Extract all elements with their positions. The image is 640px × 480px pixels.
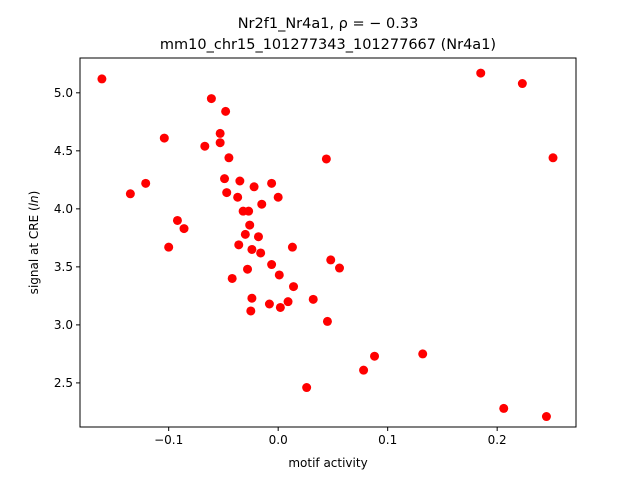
chart-title-line1: Nr2f1_Nr4a1, ρ = − 0.33 [238, 16, 419, 32]
data-point [206, 94, 216, 104]
data-point [172, 215, 182, 225]
data-point [215, 138, 225, 148]
data-point [246, 306, 256, 316]
data-point [289, 282, 299, 292]
data-point [267, 260, 277, 270]
data-point [287, 242, 297, 252]
data-point [227, 273, 237, 283]
y-axis-ticks: 2.5 3.0 3.5 4.0 4.5 5.0 [54, 86, 80, 390]
x-tick-label: 0.2 [488, 433, 507, 447]
y-tick-label: 4.5 [54, 144, 73, 158]
data-point [97, 74, 107, 84]
chart-title-line2: mm10_chr15_101277343_101277667 (Nr4a1) [160, 37, 496, 53]
data-point [247, 244, 257, 254]
x-axis-label: motif activity [288, 456, 367, 470]
data-point [243, 264, 253, 274]
data-point [335, 263, 344, 273]
y-tick-label: 4.0 [54, 202, 73, 216]
data-point [233, 192, 243, 202]
data-point [215, 128, 225, 138]
data-point [264, 299, 274, 309]
data-point [326, 255, 336, 265]
data-point [249, 182, 259, 192]
x-axis-ticks: −0.1 0.0 0.1 0.2 [154, 427, 507, 447]
data-point [321, 154, 331, 164]
data-point [159, 133, 169, 143]
data-point [164, 242, 174, 252]
data-point [302, 383, 312, 393]
data-point [476, 68, 486, 78]
data-point [275, 302, 285, 312]
data-point [273, 192, 283, 202]
y-tick-label: 3.0 [54, 318, 73, 332]
data-point [179, 224, 189, 234]
data-point [240, 229, 250, 239]
data-point [267, 178, 277, 188]
data-point [247, 293, 257, 303]
data-point [235, 176, 245, 186]
y-tick-label: 3.5 [54, 260, 73, 274]
data-point [308, 294, 318, 304]
y-axis-label: signal at CRE (ln) [27, 191, 41, 295]
data-point [244, 206, 254, 216]
data-point [245, 220, 255, 230]
axes-frame [79, 57, 577, 428]
data-point [418, 349, 428, 359]
data-point [274, 270, 284, 280]
points-layer [97, 68, 558, 422]
y-tick-label: 5.0 [54, 86, 73, 100]
data-point [224, 153, 234, 163]
data-point [220, 174, 230, 184]
data-point [221, 106, 231, 116]
data-point [141, 178, 151, 188]
x-tick-label: 0.1 [378, 433, 397, 447]
x-tick-label: −0.1 [154, 433, 183, 447]
data-point [541, 412, 551, 422]
data-point [370, 351, 380, 361]
data-point [200, 141, 210, 151]
y-tick-label: 2.5 [54, 376, 73, 390]
data-point [359, 365, 369, 375]
data-point [517, 79, 527, 89]
data-point [222, 188, 232, 198]
data-point [499, 403, 509, 413]
data-point [234, 240, 244, 250]
data-point [283, 297, 293, 307]
data-point [257, 199, 267, 209]
data-point [548, 153, 558, 163]
data-point [253, 232, 263, 242]
data-point [125, 189, 135, 199]
data-point [322, 316, 332, 326]
data-point [256, 248, 266, 258]
x-tick-label: 0.0 [269, 433, 288, 447]
